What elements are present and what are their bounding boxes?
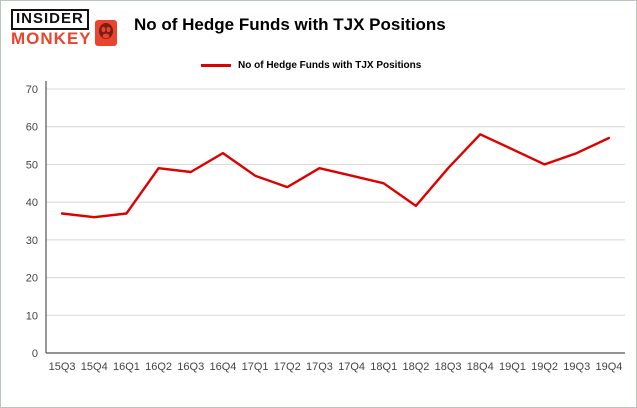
x-tick-label: 16Q3 [177, 361, 204, 373]
y-tick-label: 20 [26, 273, 38, 285]
x-tick-label: 19Q2 [531, 361, 558, 373]
x-tick-label: 18Q2 [402, 361, 429, 373]
x-tick-label: 19Q3 [563, 361, 590, 373]
x-tick-label: 15Q4 [81, 361, 108, 373]
x-tick-label: 17Q4 [338, 361, 365, 373]
data-line-hedge-funds [60, 133, 611, 219]
x-tick-label: 16Q4 [209, 361, 236, 373]
x-tick-label: 18Q1 [370, 361, 397, 373]
x-tick-label: 19Q4 [595, 361, 622, 373]
y-tick-label: 60 [26, 122, 38, 134]
monkey-icon [94, 19, 118, 52]
x-tick-label: 18Q4 [467, 361, 494, 373]
x-tick-label: 16Q1 [113, 361, 140, 373]
x-tick-label: 17Q3 [306, 361, 333, 373]
x-tick-label: 15Q3 [49, 361, 76, 373]
x-tick-label: 18Q3 [435, 361, 462, 373]
x-tick-label: 17Q1 [242, 361, 269, 373]
x-tick-label: 17Q2 [274, 361, 301, 373]
y-tick-label: 0 [32, 348, 38, 360]
legend-line-swatch [201, 64, 231, 67]
y-tick-label: 70 [26, 84, 38, 96]
x-tick-label: 16Q2 [145, 361, 172, 373]
x-tick-label: 19Q1 [499, 361, 526, 373]
logo-text-insider: INSIDER [11, 9, 89, 30]
page-title: No of Hedge Funds with TJX Positions [134, 15, 446, 34]
insider-monkey-logo: INSIDER MONKEY [11, 9, 92, 49]
y-tick-label: 40 [26, 197, 38, 209]
logo-text-monkey: MONKEY [11, 28, 92, 48]
legend-label: No of Hedge Funds with TJX Positions [238, 60, 422, 71]
chart-legend: No of Hedge Funds with TJX Positions [201, 60, 421, 71]
y-tick-label: 10 [26, 310, 38, 322]
y-tick-label: 50 [26, 159, 38, 171]
y-tick-label: 30 [26, 235, 38, 247]
